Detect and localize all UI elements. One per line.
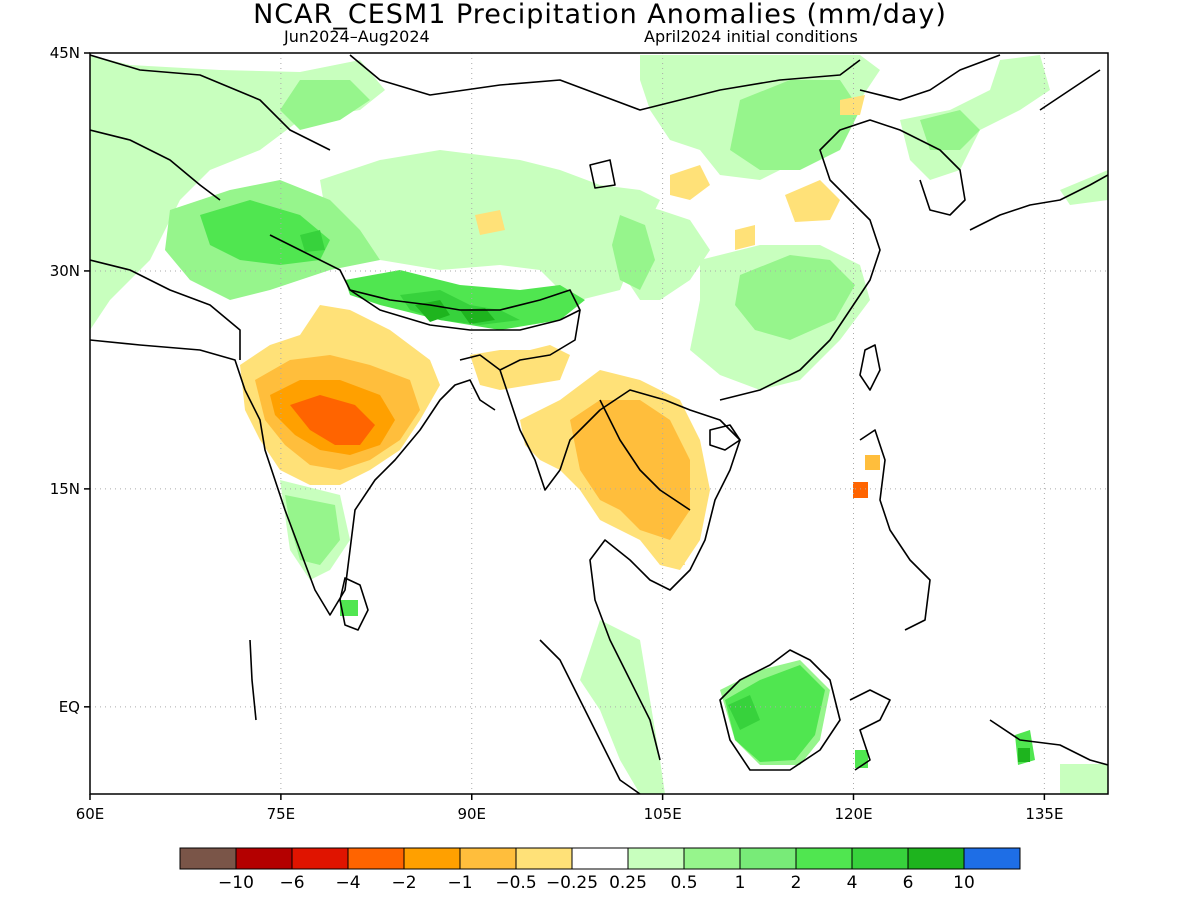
lat-tick-label: 30N: [50, 262, 80, 280]
colorbar-swatch: [515, 847, 573, 870]
initial-conditions-label: April2024 initial conditions: [644, 27, 858, 46]
colorbar-label: −0.5: [495, 873, 536, 893]
map-gridlines: [90, 53, 1108, 794]
lon-tick-label: 60E: [76, 805, 105, 823]
lon-tick-label: 105E: [644, 805, 682, 823]
colorbar-swatch: [683, 847, 741, 870]
negative-anomaly-darker: [290, 395, 868, 498]
lon-tick-label: 120E: [834, 805, 872, 823]
colorbar-swatch: [795, 847, 853, 870]
colorbar-swatch: [851, 847, 909, 870]
colorbar-label: −2: [391, 873, 416, 893]
lon-tick-label: 135E: [1025, 805, 1063, 823]
colorbar-label: −10: [218, 873, 254, 893]
colorbar-swatch: [459, 847, 517, 870]
colorbar-label: 6: [903, 873, 914, 893]
colorbar-label: 0.25: [609, 873, 647, 893]
colorbar-swatch: [739, 847, 797, 870]
colorbar-label: 10: [953, 873, 975, 893]
lon-tick-label: 75E: [267, 805, 296, 823]
colorbar-label: 0.5: [670, 873, 697, 893]
longitude-axis: 60E 75E 90E 105E 120E 135E: [76, 794, 1063, 823]
colorbar-label: −0.25: [546, 873, 598, 893]
latitude-axis: 45N 30N 15N EQ: [50, 44, 90, 716]
colorbar-label: 2: [791, 873, 802, 893]
colorbar-swatch: [179, 847, 237, 870]
season-label: Jun2024–Aug2024: [284, 27, 430, 46]
map-title: NCAR_CESM1 Precipitation Anomalies (mm/d…: [253, 0, 947, 30]
colorbar-swatch: [347, 847, 405, 870]
colorbar-swatch: [963, 847, 1021, 870]
colorbar-swatch: [627, 847, 685, 870]
colorbar-label: 4: [847, 873, 858, 893]
coastlines-and-borders: [90, 54, 1108, 794]
colorbar-swatch: [291, 847, 349, 870]
colorbar-label: 1: [735, 873, 746, 893]
colorbar-swatch: [403, 847, 461, 870]
lon-tick-label: 90E: [457, 805, 486, 823]
colorbar-label: −6: [279, 873, 304, 893]
positive-anomaly-darkest: [415, 300, 1030, 762]
lat-tick-label: 15N: [50, 480, 80, 498]
colorbar: −10 −6 −4 −2 −1 −0.5 −0.25 0.25 0.5 1 2 4 6 10: [179, 847, 1021, 893]
colorbar-label: −4: [335, 873, 360, 893]
map-frame: [89, 52, 1109, 795]
lat-tick-label: EQ: [59, 698, 80, 716]
colorbar-swatch: [571, 847, 629, 870]
lat-tick-label: 45N: [50, 44, 80, 62]
colorbar-swatch: [907, 847, 965, 870]
colorbar-swatch: [235, 847, 293, 870]
colorbar-label: −1: [447, 873, 472, 893]
